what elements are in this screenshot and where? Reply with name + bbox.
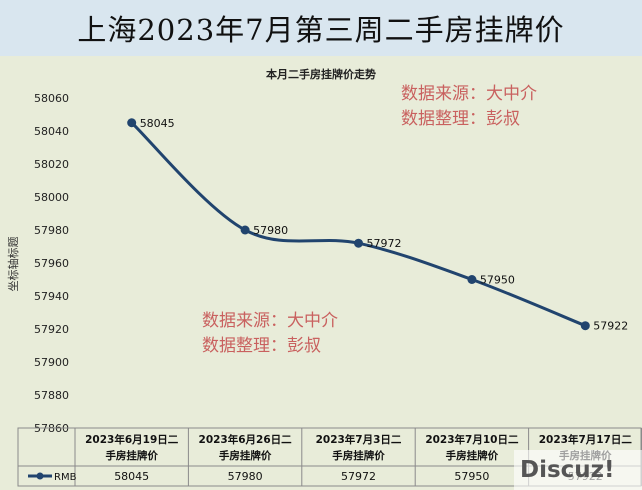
category-label: 2023年6月26日二手房挂牌价 [199,433,293,462]
data-label: 57922 [593,320,628,333]
y-tick-label: 57940 [34,290,69,303]
data-table-value: 58045 [114,470,149,483]
data-label: 57950 [480,274,515,287]
legend-label: RMB [54,472,77,483]
data-table-value: 57972 [341,470,376,483]
data-table-value: 57980 [228,470,263,483]
data-table-value: 57950 [454,470,489,483]
y-tick-label: 58020 [34,158,69,171]
y-tick-label: 57960 [34,257,69,270]
y-tick-label: 57920 [34,323,69,336]
y-tick-label: 57980 [34,224,69,237]
page-title: 上海2023年7月第三周二手房挂牌价 [77,13,565,47]
data-point [354,238,363,248]
watermark-line-editor: 数据整理：彭叔 [202,336,321,356]
data-point [580,321,590,331]
watermark-line-editor: 数据整理：彭叔 [401,109,520,129]
category-label: 2023年7月3日二手房挂牌价 [316,433,402,462]
watermark-middle: 数据来源：大中介 数据整理：彭叔 [202,309,338,359]
data-label: 58045 [140,117,175,130]
chart-title: 本月二手房挂牌价走势 [266,67,376,81]
legend-key-marker [36,472,44,480]
y-tick-label: 58060 [34,92,69,105]
brand-watermark: Discuz! [514,450,642,490]
data-point [240,225,250,235]
data-label: 57980 [253,224,288,237]
y-axis-title: 坐标轴标题 [6,237,20,292]
data-label: 57972 [367,237,402,250]
data-point [127,118,137,128]
y-tick-label: 58040 [34,125,69,138]
header-bar: 上海2023年7月第三周二手房挂牌价 [0,0,642,56]
watermark-line-source: 数据来源：大中介 [202,311,338,331]
category-label: 2023年6月19日二手房挂牌价 [85,433,179,462]
watermark-top: 数据来源：大中介 数据整理：彭叔 [401,82,537,132]
y-tick-label: 57900 [34,356,69,369]
data-point [467,275,477,284]
y-tick-label: 57880 [34,389,69,402]
series-line-rmb [130,121,587,328]
y-tick-label: 58000 [34,191,69,204]
watermark-line-source: 数据来源：大中介 [401,84,537,104]
category-label: 2023年7月10日二手房挂牌价 [425,433,519,462]
